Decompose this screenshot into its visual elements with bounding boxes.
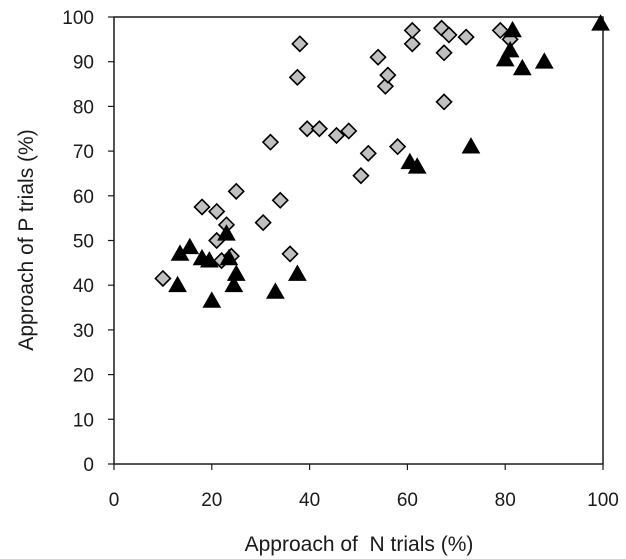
triangle-data-point	[288, 264, 307, 281]
triangle-data-point	[591, 14, 610, 31]
triangle-data-point	[503, 20, 522, 38]
x-tick-label: 60	[397, 490, 418, 511]
diamond-data-point	[388, 137, 407, 156]
diamond-data-point	[340, 122, 358, 140]
y-tick-label: 20	[73, 366, 94, 387]
diamond-data-point	[154, 269, 172, 288]
x-tick-label: 100	[587, 490, 619, 511]
diamond-data-point	[310, 120, 329, 138]
diamond-data-point	[440, 26, 458, 44]
x-tick-label: 0	[109, 490, 120, 511]
y-tick-label: 30	[73, 321, 94, 342]
triangle-data-point	[224, 275, 244, 293]
x-axis-title: Approach of N trials (%)	[245, 533, 474, 556]
diamond-data-point	[352, 167, 370, 185]
triangle-data-point	[407, 157, 427, 174]
y-tick-label: 90	[73, 53, 94, 74]
y-tick-label: 10	[73, 410, 94, 431]
triangle-data-point	[199, 251, 219, 268]
diamond-data-point	[193, 198, 211, 216]
diamond-data-point	[376, 77, 395, 95]
diamond-data-point	[491, 21, 509, 40]
diamond-data-point	[435, 93, 453, 111]
y-tick-label: 0	[83, 455, 94, 476]
diamond-data-point	[227, 182, 245, 200]
x-tick-label: 80	[495, 490, 516, 511]
diamond-data-point	[298, 120, 316, 138]
triangle-data-point	[266, 282, 285, 299]
diamond-data-point	[208, 202, 226, 221]
y-tick-label: 100	[62, 8, 94, 29]
plot-area-border	[113, 16, 604, 465]
triangle-data-point	[180, 237, 200, 255]
diamond-data-point	[369, 48, 387, 66]
diamond-data-point	[254, 213, 272, 232]
triangle-data-point	[534, 52, 554, 69]
diamond-data-point	[403, 21, 421, 40]
diamond-data-point	[288, 68, 307, 86]
y-tick-label: 50	[73, 232, 94, 253]
diamond-data-point	[359, 144, 377, 162]
y-tick-label: 80	[73, 97, 94, 118]
triangle-data-point	[202, 291, 222, 308]
diamond-data-point	[403, 35, 421, 53]
diamond-data-point	[457, 28, 475, 46]
triangle-data-point	[168, 275, 187, 293]
triangle-data-point	[226, 264, 246, 281]
triangle-data-point	[219, 248, 239, 266]
triangle-data-point	[512, 58, 532, 76]
diamond-data-point	[327, 126, 346, 145]
y-axis-title: Approach of P trials (%)	[15, 129, 38, 350]
triangle-data-point	[500, 41, 520, 58]
diamond-data-point	[435, 44, 453, 62]
triangle-data-point	[461, 137, 481, 154]
y-tick-label: 40	[73, 276, 94, 297]
y-tick-label: 60	[73, 187, 94, 208]
y-tick-label: 70	[73, 142, 94, 163]
diamond-data-point	[291, 35, 309, 53]
triangle-data-point	[495, 49, 515, 67]
x-tick-label: 40	[299, 490, 320, 511]
triangle-data-point	[217, 224, 236, 241]
diamond-data-point	[261, 133, 280, 151]
diamond-data-point	[379, 66, 397, 84]
diamond-data-point	[281, 245, 299, 263]
diamond-data-point	[271, 191, 289, 209]
x-tick-label: 20	[201, 490, 222, 511]
